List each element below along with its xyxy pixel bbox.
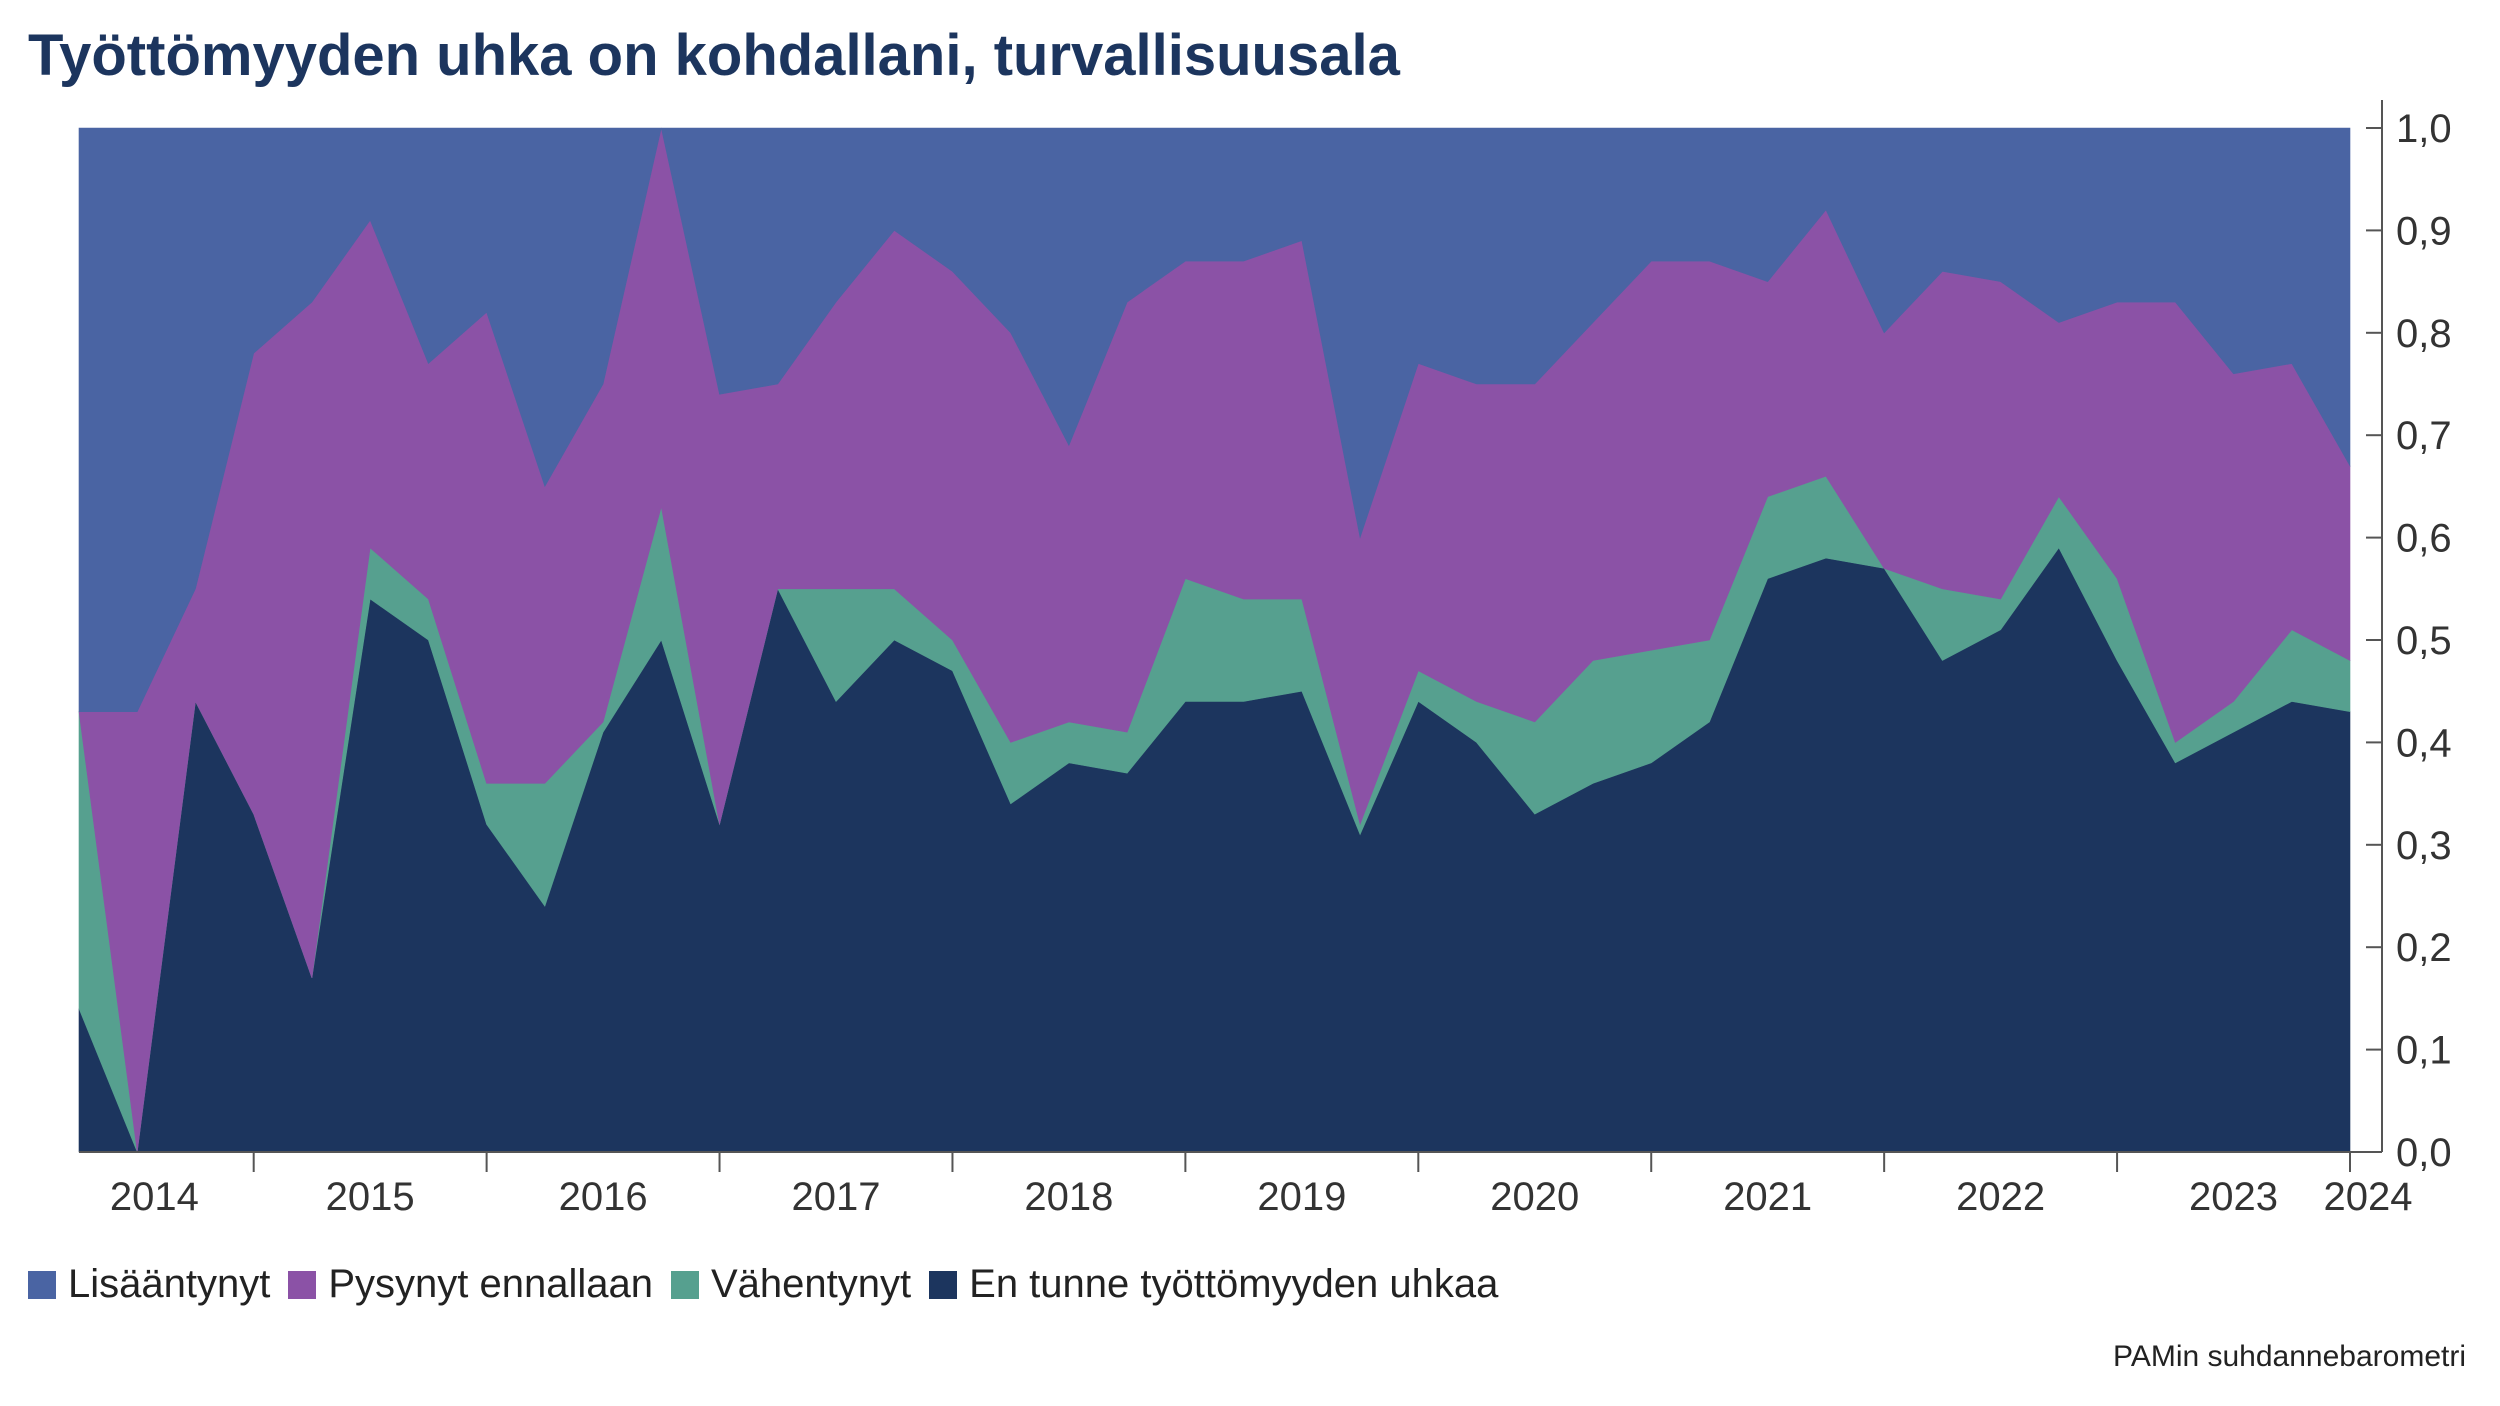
source-note: PAMin suhdannebarometri xyxy=(2113,1340,2466,1373)
x-tick-label: 2022 xyxy=(1956,1175,2045,1219)
area-layer xyxy=(78,127,2351,1154)
legend-item-vahentynyt: Vähentynyt xyxy=(671,1262,911,1307)
y-tick-label: 0,0 xyxy=(2396,1131,2452,1175)
y-tick-label: 0,5 xyxy=(2396,619,2452,663)
legend-label-lisaantynyt: Lisääntynyt xyxy=(68,1262,271,1306)
x-tick-label: 2017 xyxy=(792,1175,881,1219)
legend-swatch-pysynyt-ennallaan xyxy=(288,1270,317,1299)
legend-swatch-en-tunne xyxy=(929,1270,958,1299)
legend-item-en-tunne: En tunne työttömyyden uhkaa xyxy=(929,1262,1498,1307)
legend: Lisääntynyt Pysynyt ennallaan Vähentynyt… xyxy=(28,1262,1498,1307)
y-tick-label: 0,3 xyxy=(2396,824,2452,868)
y-tick-label: 0,6 xyxy=(2396,517,2452,561)
x-tick-label: 2016 xyxy=(559,1175,648,1219)
x-tick-label: 2023 xyxy=(2189,1175,2278,1219)
x-tick-label: 2024 xyxy=(2324,1175,2413,1219)
legend-swatch-vahentynyt xyxy=(671,1270,699,1299)
x-tick-label: 2015 xyxy=(326,1175,415,1219)
area-lisaantynyt xyxy=(78,127,2351,712)
legend-item-pysynyt-ennallaan: Pysynyt ennallaan xyxy=(288,1262,653,1307)
y-tick-label: 0,7 xyxy=(2396,414,2452,458)
legend-label-vahentynyt: Vähentynyt xyxy=(711,1262,912,1306)
axes-layer: 0,0 0,1 0,2 0,3 0,4 0,5 0,6 0,7 0,8 0,9 1,0 2014 201… xyxy=(79,100,2452,1219)
x-tick-label: 2021 xyxy=(1723,1175,1812,1219)
chart-title: Työttömyyden uhka on kohdallani, turvall… xyxy=(28,23,1400,88)
x-tick-label: 2014 xyxy=(110,1175,199,1219)
y-tick-label: 1,0 xyxy=(2396,107,2452,151)
legend-swatch-lisaantynyt xyxy=(28,1270,56,1299)
y-tick-label: 0,9 xyxy=(2396,209,2452,253)
y-tick-label: 0,1 xyxy=(2396,1029,2452,1073)
legend-label-en-tunne: En tunne työttömyyden uhkaa xyxy=(969,1262,1499,1306)
y-tick-label: 0,8 xyxy=(2396,312,2452,356)
x-tick-label: 2019 xyxy=(1257,1175,1346,1219)
x-tick-label: 2018 xyxy=(1024,1175,1113,1219)
legend-label-pysynyt-ennallaan: Pysynyt ennallaan xyxy=(328,1262,653,1306)
y-tick-label: 0,2 xyxy=(2396,926,2452,970)
legend-item-lisaantynyt: Lisääntynyt xyxy=(28,1262,270,1307)
x-tick-label: 2020 xyxy=(1490,1175,1579,1219)
y-tick-label: 0,4 xyxy=(2396,721,2452,765)
